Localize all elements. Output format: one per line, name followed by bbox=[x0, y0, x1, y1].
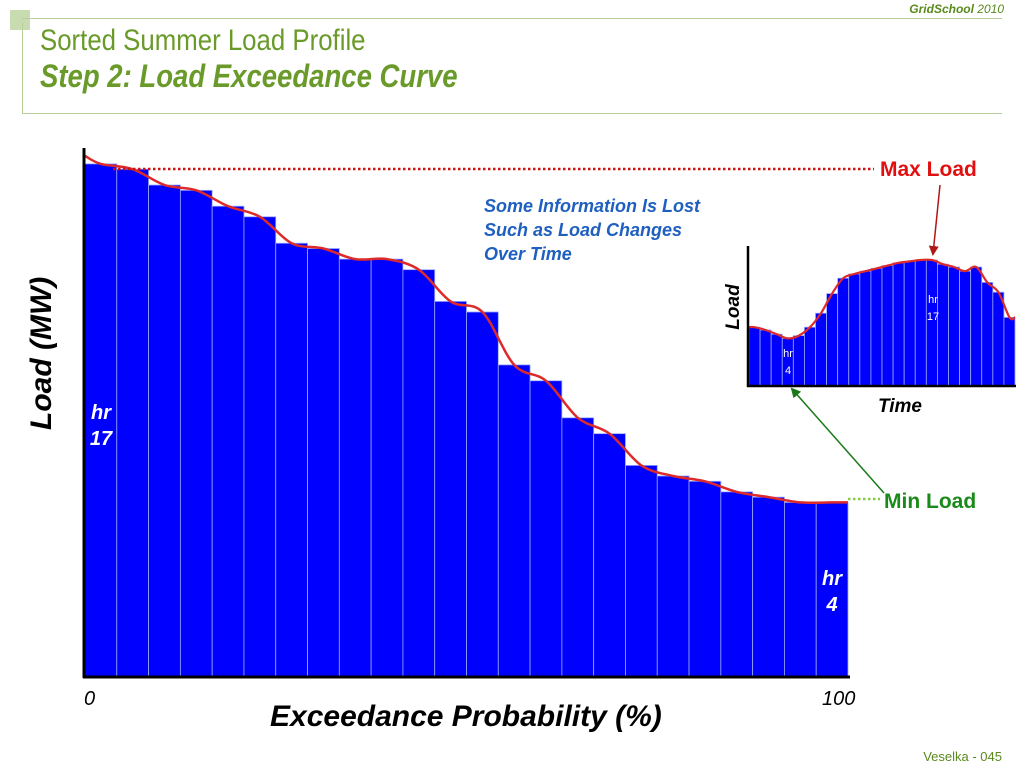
main-bar-4 bbox=[179, 189, 213, 678]
inset-bar-19 bbox=[948, 266, 960, 387]
x-tick-label-100: 100 bbox=[822, 688, 856, 710]
max-load-label: Max Load bbox=[880, 158, 977, 181]
max-load-arrow bbox=[928, 184, 941, 256]
hr4-bar-label: hr 4 bbox=[814, 566, 850, 618]
corner-square-decoration bbox=[10, 10, 30, 30]
inset-bar-8 bbox=[826, 293, 839, 387]
header-top-rule bbox=[22, 18, 1002, 19]
main-bar-14 bbox=[497, 364, 531, 678]
header-vertical-rule bbox=[22, 22, 23, 114]
inset-hr4-line2: 4 bbox=[784, 365, 792, 377]
main-bar-7 bbox=[275, 242, 308, 678]
page-subtitle: Step 2: Load Exceedance Curve bbox=[40, 58, 458, 94]
main-bar-11 bbox=[402, 269, 436, 678]
info-line-1: Some Information Is Lost bbox=[484, 196, 701, 216]
main-bar-3 bbox=[148, 184, 181, 678]
main-bar-5 bbox=[211, 205, 245, 678]
hr4-label-line2: 4 bbox=[826, 594, 838, 616]
footer-slide-number: Veselka - 045 bbox=[923, 749, 1002, 764]
inset-bar-13 bbox=[881, 265, 894, 387]
info-line-3: Over Time bbox=[484, 244, 572, 264]
main-bar-17 bbox=[593, 433, 626, 678]
main-bar-22 bbox=[752, 496, 785, 678]
main-bar-6 bbox=[243, 216, 277, 678]
brand-name: GridSchool bbox=[909, 2, 974, 16]
inset-y-axis-label: Load bbox=[723, 284, 744, 330]
main-bar-16 bbox=[561, 417, 595, 678]
main-exceedance-curve bbox=[84, 154, 848, 505]
inset-hr17-line2: 17 bbox=[926, 311, 940, 323]
page-title: Sorted Summer Load Profile bbox=[40, 24, 366, 57]
hr17-bar-label: hr 17 bbox=[84, 400, 118, 452]
inset-bar-12 bbox=[870, 267, 883, 387]
main-bar-10 bbox=[370, 258, 404, 678]
header-bottom-rule bbox=[22, 113, 1002, 114]
inset-bar-7 bbox=[815, 312, 827, 387]
inset-bar-11 bbox=[859, 270, 872, 387]
y-axis-label: Load (MW) bbox=[25, 276, 58, 430]
info-annotation: Some Information Is Lost Such as Load Ch… bbox=[484, 194, 700, 266]
inset-bar-21 bbox=[970, 266, 983, 387]
brand-label: GridSchool 2010 bbox=[909, 2, 1004, 16]
inset-load-curve bbox=[748, 258, 1016, 340]
inset-bar-14 bbox=[892, 262, 905, 387]
inset-hr17-line1: hr bbox=[928, 294, 938, 306]
hr17-label-line2: 17 bbox=[89, 428, 113, 450]
main-bar-21 bbox=[720, 491, 754, 678]
x-tick-label-0: 0 bbox=[84, 688, 96, 710]
min-load-label: Min Load bbox=[884, 490, 977, 513]
main-bar-13 bbox=[466, 311, 499, 678]
main-bar-15 bbox=[529, 380, 563, 678]
inset-bars-group bbox=[748, 259, 1016, 387]
inset-x-axis-label: Time bbox=[878, 396, 923, 417]
main-bar-9 bbox=[338, 258, 372, 678]
inset-bar-15 bbox=[903, 260, 916, 387]
inset-bar-6 bbox=[804, 326, 816, 387]
inset-bar-20 bbox=[959, 270, 972, 387]
main-bar-1 bbox=[84, 163, 118, 678]
main-bar-2 bbox=[116, 168, 149, 678]
main-bar-12 bbox=[434, 301, 467, 678]
inset-bar-9 bbox=[837, 277, 850, 387]
main-bar-18 bbox=[625, 464, 658, 678]
inset-bar-10 bbox=[848, 273, 861, 387]
inset-hr4-line1: hr bbox=[783, 348, 793, 360]
inset-bar-22 bbox=[981, 281, 994, 387]
inset-bar-2 bbox=[759, 329, 772, 387]
inset-bar-1 bbox=[748, 326, 761, 387]
main-bar-23 bbox=[784, 502, 817, 678]
main-bar-8 bbox=[307, 248, 340, 678]
main-bar-19 bbox=[656, 475, 690, 678]
min-load-arrow bbox=[790, 387, 885, 494]
x-axis-label: Exceedance Probability (%) bbox=[270, 700, 662, 733]
inset-hr17-label: hr 17 bbox=[922, 292, 944, 326]
info-line-2: Such as Load Changes bbox=[484, 220, 683, 240]
brand-year: 2010 bbox=[977, 2, 1004, 16]
hr17-label-line1: hr bbox=[91, 402, 111, 424]
inset-bar-23 bbox=[992, 291, 1005, 387]
main-bars-group bbox=[84, 163, 849, 678]
main-bar-20 bbox=[688, 480, 722, 678]
hr4-label-line1: hr bbox=[822, 568, 842, 590]
inset-bar-24 bbox=[1003, 316, 1016, 387]
inset-hr4-label: hr 4 bbox=[777, 346, 799, 380]
